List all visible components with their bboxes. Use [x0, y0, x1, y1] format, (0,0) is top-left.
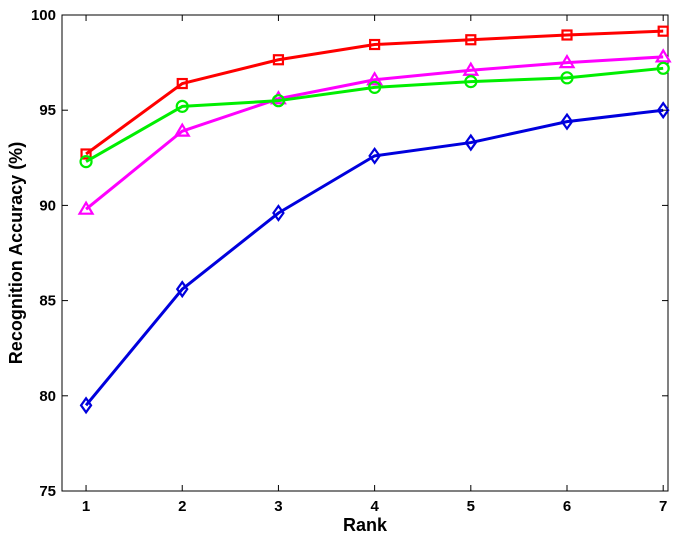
x-tick-label: 5 — [467, 498, 475, 515]
data-point-triangle — [77, 200, 95, 215]
x-tick-label: 3 — [274, 498, 282, 515]
data-point-square — [369, 38, 381, 51]
data-point-diamond — [464, 133, 478, 152]
data-point-diamond — [560, 112, 574, 131]
data-point-triangle — [270, 90, 287, 105]
data-point-square — [657, 25, 669, 37]
data-point-circle — [464, 75, 478, 89]
series-2 — [77, 48, 672, 215]
y-axis-title: Recognition Accuracy (%) — [6, 142, 26, 364]
data-point-square — [465, 34, 477, 46]
series-1 — [80, 25, 669, 160]
data-point-triangle — [366, 71, 384, 86]
data-point-diamond — [175, 280, 189, 299]
series-line — [85, 66, 664, 163]
x-tick-label: 6 — [563, 498, 571, 515]
data-point-triangle — [558, 53, 576, 69]
data-point-circle — [175, 99, 189, 113]
series-line — [85, 29, 664, 156]
series-3 — [79, 61, 670, 169]
x-tick-label: 1 — [82, 498, 90, 515]
series-layer — [77, 25, 672, 415]
data-point-circle — [79, 155, 93, 169]
data-point-square — [80, 148, 92, 160]
data-point-triangle — [654, 48, 672, 63]
y-tick-label: 75 — [39, 483, 56, 500]
series-line — [85, 55, 664, 211]
data-point-circle — [656, 61, 670, 75]
data-point-diamond — [368, 147, 381, 165]
data-point-square — [272, 54, 285, 66]
data-point-square — [176, 77, 188, 90]
tick-layer: 1 2 3 4 5 6 7 75 80 85 90 95 100 — [31, 7, 668, 515]
plot-area — [61, 14, 669, 492]
y-tick-label: 90 — [39, 197, 56, 214]
data-point-triangle — [462, 61, 480, 76]
data-point-diamond — [272, 204, 285, 222]
series-line — [84, 108, 664, 407]
y-tick-label: 95 — [39, 102, 56, 119]
data-point-circle — [560, 71, 574, 85]
series-4 — [79, 101, 670, 415]
data-point-diamond — [656, 101, 670, 120]
data-point-triangle — [173, 122, 191, 137]
data-point-diamond — [79, 396, 93, 415]
x-tick-label: 4 — [370, 498, 379, 515]
data-point-circle — [271, 94, 286, 108]
plot-frame — [61, 14, 669, 492]
x-axis-title: Rank — [343, 515, 388, 535]
x-tick-label: 2 — [178, 498, 186, 515]
y-tick-label: 80 — [39, 388, 56, 405]
y-tick-label: 100 — [31, 7, 56, 24]
data-point-square — [561, 29, 573, 41]
x-tick-label: 7 — [659, 498, 667, 515]
data-point-circle — [368, 80, 382, 94]
y-tick-label: 85 — [39, 293, 56, 310]
